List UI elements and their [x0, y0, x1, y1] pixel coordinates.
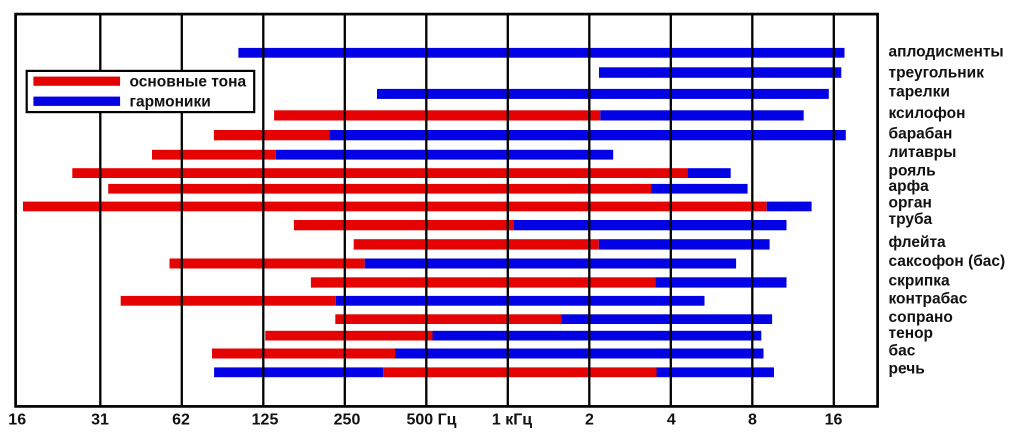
svg-text:треугольник: треугольник	[889, 64, 985, 81]
svg-text:сопрано: сопрано	[889, 309, 953, 326]
svg-text:250: 250	[334, 412, 361, 429]
svg-text:2: 2	[585, 412, 594, 429]
svg-text:рояль: рояль	[889, 163, 936, 180]
svg-text:контрабас: контрабас	[889, 290, 968, 307]
svg-text:барабан: барабан	[889, 125, 953, 142]
svg-text:литавры: литавры	[889, 144, 957, 161]
svg-text:аплодисменты: аплодисменты	[889, 44, 1004, 61]
svg-text:флейта: флейта	[889, 234, 947, 251]
svg-text:ксилофон: ксилофон	[889, 105, 966, 122]
svg-text:труба: труба	[889, 211, 933, 228]
svg-text:125: 125	[252, 412, 279, 429]
svg-text:тенор: тенор	[889, 325, 934, 342]
svg-text:гармоники: гармоники	[130, 94, 211, 111]
svg-text:16: 16	[825, 412, 843, 429]
svg-text:саксофон (бас): саксофон (бас)	[889, 253, 1006, 270]
svg-text:основные тона: основные тона	[130, 74, 247, 91]
svg-text:орган: орган	[889, 194, 932, 211]
svg-text:500 Гц: 500 Гц	[406, 412, 456, 429]
svg-text:31: 31	[91, 412, 109, 429]
svg-text:16: 16	[8, 412, 26, 429]
svg-text:8: 8	[748, 412, 757, 429]
svg-text:тарелки: тарелки	[889, 83, 950, 100]
svg-text:скрипка: скрипка	[889, 273, 950, 290]
svg-text:речь: речь	[889, 361, 925, 378]
svg-text:арфа: арфа	[889, 178, 930, 195]
svg-text:4: 4	[667, 412, 676, 429]
svg-text:62: 62	[172, 412, 190, 429]
svg-text:бас: бас	[889, 343, 916, 360]
svg-text:1 кГц: 1 кГц	[492, 412, 532, 429]
